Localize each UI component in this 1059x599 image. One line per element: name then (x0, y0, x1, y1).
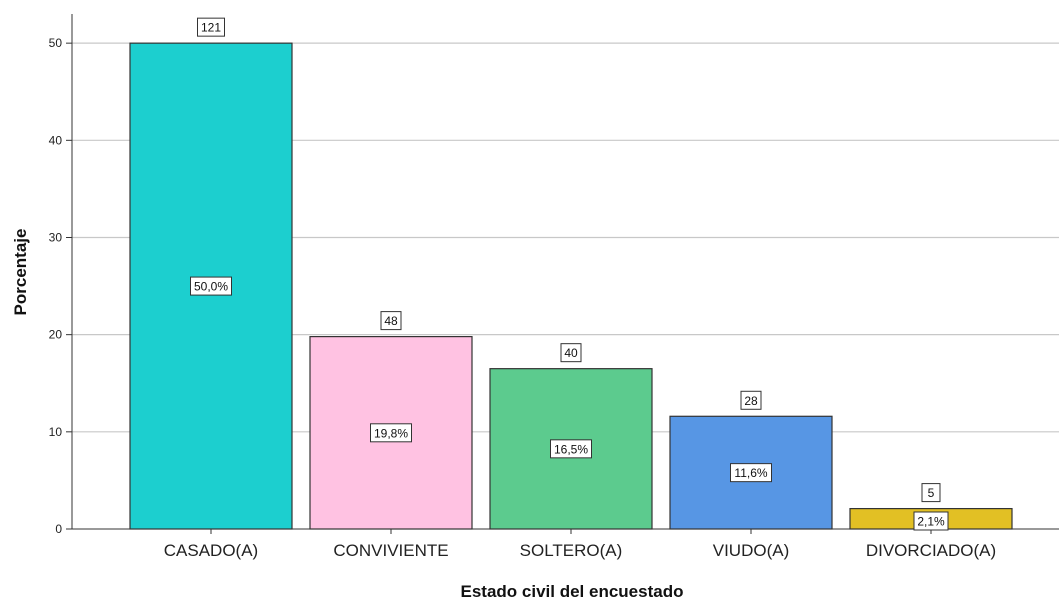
y-tick-label: 30 (49, 230, 63, 244)
count-label: 48 (380, 311, 402, 331)
count-label: 121 (197, 17, 225, 37)
y-tick-label: 0 (55, 522, 62, 536)
percent-label: 19,8% (370, 423, 412, 443)
svg-text:16,5%: 16,5% (554, 442, 588, 456)
svg-text:2,1%: 2,1% (917, 515, 945, 529)
x-tick-label: SOLTERO(A) (520, 541, 623, 560)
svg-text:121: 121 (201, 21, 221, 35)
svg-text:40: 40 (564, 346, 578, 360)
count-label: 40 (560, 343, 582, 363)
bars (129, 42, 1013, 530)
svg-text:28: 28 (744, 394, 758, 408)
x-axis-title: Estado civil del encuestado (461, 582, 684, 599)
axes: 0 10 20 30 40 50 (49, 14, 1059, 536)
percent-label: 2,1% (913, 511, 949, 531)
count-label: 28 (740, 390, 762, 410)
x-tick-label: VIUDO(A) (713, 541, 790, 560)
svg-text:11,6%: 11,6% (734, 466, 767, 480)
x-tick-label: CONVIVIENTE (333, 541, 448, 560)
y-tick-label: 40 (49, 133, 63, 147)
svg-text:48: 48 (384, 314, 398, 328)
x-tick-label: CASADO(A) (164, 541, 258, 560)
y-tick-label: 10 (49, 425, 63, 439)
y-axis-title: Porcentaje (11, 229, 30, 316)
percent-label: 16,5% (550, 439, 592, 459)
y-tick-label: 20 (49, 328, 63, 342)
svg-text:5: 5 (928, 486, 935, 500)
svg-text:50,0%: 50,0% (194, 280, 228, 294)
svg-text:19,8%: 19,8% (374, 426, 408, 440)
x-tick-label: DIVORCIADO(A) (866, 541, 996, 560)
percent-label: 50,0% (190, 276, 232, 296)
labels: CASADO(A) 121 50,0% CONVIVIENTE 48 19,8% SOLTE… (164, 17, 996, 560)
percent-label: 11,6% (730, 463, 772, 483)
count-label: 5 (921, 483, 941, 503)
y-tick-label: 50 (49, 36, 63, 50)
